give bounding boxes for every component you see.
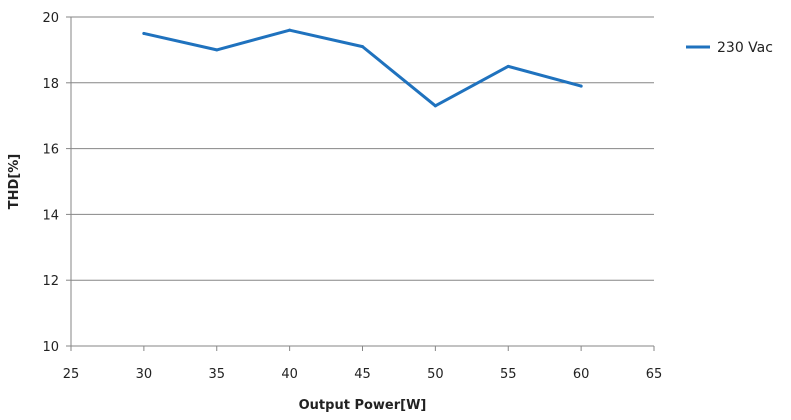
data-point-0-3 — [361, 45, 364, 49]
y-tick-label-20: 20 — [42, 11, 59, 26]
y-tick-label-14: 14 — [42, 208, 59, 223]
y-tick-label-12: 12 — [42, 274, 59, 289]
y-tick-label-18: 18 — [42, 77, 59, 92]
x-tick-label-25: 25 — [63, 367, 80, 382]
legend-label-230-vac: 230 Vac — [717, 40, 773, 56]
series — [142, 28, 583, 108]
data-point-0-2 — [288, 28, 292, 32]
data-point-0-4 — [433, 104, 437, 108]
tick-labels: 10 12 14 16 18 20 25 30 35 40 45 50 55 60 65 — [42, 11, 662, 382]
x-axis-title: Output Power[W] — [299, 398, 427, 413]
y-tick-label-10: 10 — [42, 340, 59, 355]
x-tick-label-65: 65 — [646, 367, 663, 382]
x-tick-label-35: 35 — [208, 367, 225, 382]
x-tick-label-60: 60 — [573, 367, 590, 382]
x-tick-label-40: 40 — [281, 367, 298, 382]
x-tick-label-50: 50 — [427, 367, 444, 382]
grid — [71, 16, 654, 347]
data-point-0-1 — [215, 48, 219, 52]
y-axis-title: THD[%] — [7, 154, 22, 209]
data-point-0-0 — [142, 31, 146, 35]
y-tick-label-16: 16 — [42, 143, 59, 158]
axes — [66, 16, 655, 351]
data-point-0-6 — [579, 84, 583, 88]
series-line-0 — [142, 28, 583, 108]
x-tick-label-45: 45 — [354, 367, 371, 382]
data-point-0-5 — [506, 64, 510, 68]
legend: 230 Vac — [686, 40, 773, 56]
x-tick-label-55: 55 — [500, 367, 517, 382]
x-tick-label-30: 30 — [136, 367, 153, 382]
